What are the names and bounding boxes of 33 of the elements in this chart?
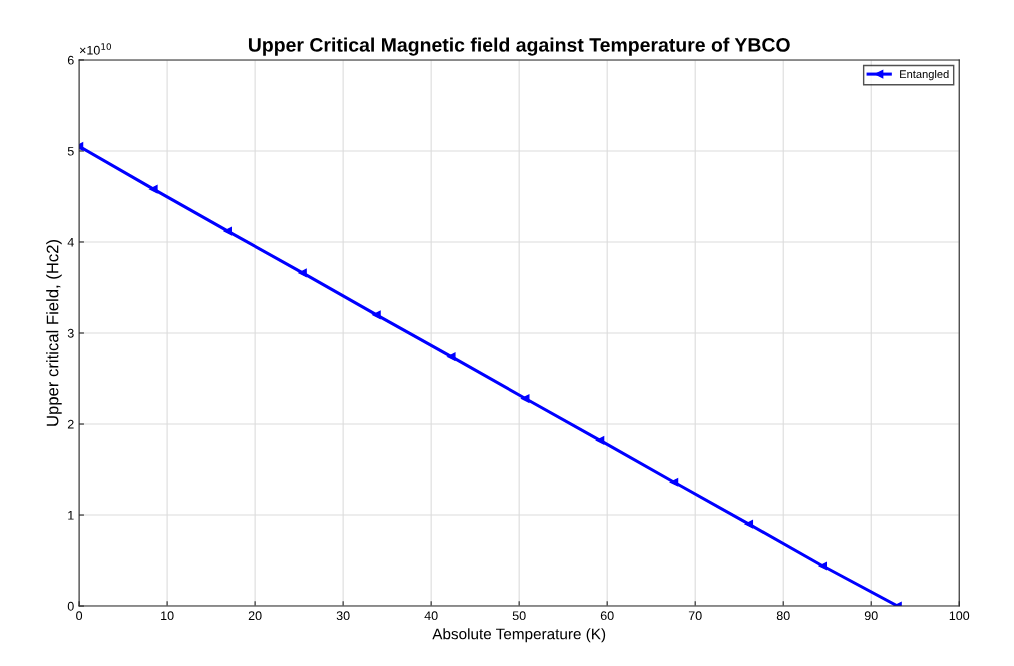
- point: [223, 226, 233, 236]
- y-tick-label: 1: [68, 510, 74, 520]
- point: [372, 310, 381, 319]
- point: [595, 436, 605, 445]
- x-tick-label: 50: [512, 611, 526, 621]
- x-tick-label: 70: [688, 611, 702, 621]
- y-tick-label: 3: [67, 328, 74, 338]
- chart-title: Upper Critical Magnetic field against Temperature of YBCO: [248, 37, 790, 56]
- point: [744, 519, 754, 529]
- text: ×10$^{10}$: [79, 43, 111, 55]
- x-tick-label: 30: [336, 611, 350, 621]
- legend-label: Entangled: [900, 69, 949, 81]
- y-tick-label: 5: [67, 146, 74, 156]
- y-tick-label: 0: [67, 601, 74, 611]
- point: [298, 268, 307, 278]
- x-tick-label: 0: [76, 611, 83, 621]
- y-axis-title: Upper critical Field, (Hc2): [46, 240, 62, 426]
- y-tick-label: 4: [67, 237, 74, 247]
- point: [447, 352, 456, 361]
- point: [669, 478, 679, 487]
- point: [149, 185, 158, 194]
- point: [521, 394, 530, 403]
- x-tick-label: 40: [424, 611, 438, 621]
- x-tick-label: 90: [864, 611, 878, 621]
- x-tick-label: 60: [600, 611, 614, 621]
- x-tick-label: 100: [949, 611, 970, 621]
- point: [818, 561, 827, 571]
- y-tick-label: 2: [67, 419, 74, 429]
- y-tick-label: 6: [67, 55, 74, 65]
- x-tick-label: 10: [161, 611, 174, 621]
- x-tick-label: 20: [248, 611, 262, 621]
- x-tick-label: 80: [776, 611, 790, 621]
- x-axis-title: Absolute Temperature (K): [432, 628, 606, 643]
